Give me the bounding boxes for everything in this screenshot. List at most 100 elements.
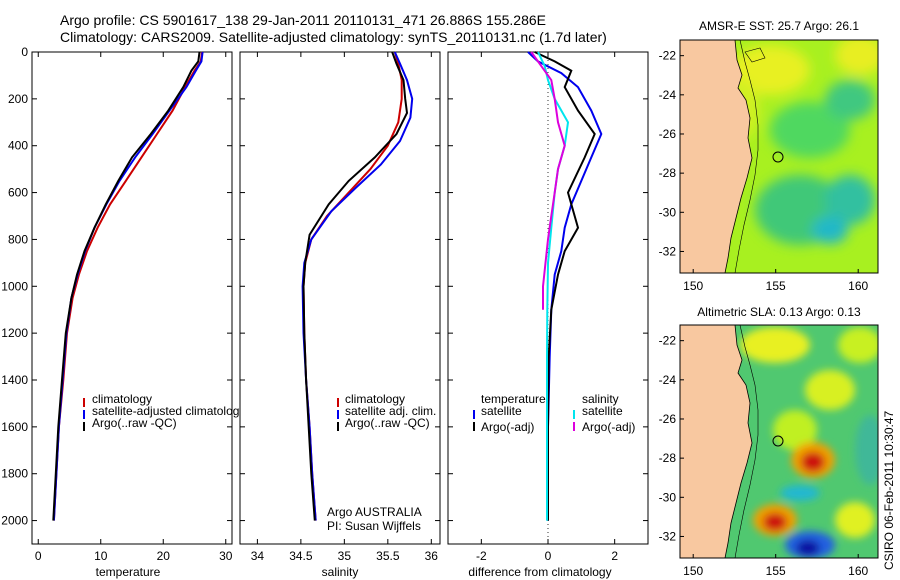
sst-warm-patch bbox=[835, 40, 878, 75]
depth-axis: 0 200 400 600 800 1000 1200 1400 1600 1800 2000 bbox=[1, 45, 28, 528]
legend-label-climatology: climatology bbox=[92, 392, 152, 406]
lat-tick-label: -32 bbox=[659, 529, 677, 543]
lon-tick-label: 150 bbox=[683, 279, 703, 293]
x-tick-label: 2 bbox=[611, 549, 618, 563]
x-tick-label: 30 bbox=[219, 549, 233, 563]
argo-program-label: Argo AUSTRALIA bbox=[327, 505, 422, 519]
temperature-panel: 0 10 20 30 temperature climatology satellit… bbox=[31, 51, 245, 579]
legend-label-sal-argo: Argo(-adj) bbox=[582, 420, 635, 434]
lat-tick-label: -26 bbox=[659, 127, 677, 141]
difference-axis-label: difference from climatology bbox=[468, 565, 611, 579]
sla-high bbox=[835, 502, 875, 538]
lat-tick-label: -22 bbox=[659, 334, 677, 348]
x-tick-label: 0 bbox=[35, 549, 42, 563]
depth-tick-label: 0 bbox=[21, 45, 28, 59]
depth-tick-label: 1200 bbox=[1, 326, 28, 340]
x-tick-label: 0 bbox=[545, 549, 552, 563]
depth-tick-label: 800 bbox=[8, 232, 28, 246]
depth-tick-label: 1000 bbox=[1, 279, 28, 293]
legend-label-argo: Argo(..raw -QC) bbox=[345, 416, 430, 430]
sst-island-contour bbox=[744, 47, 766, 63]
legend-title-temperature: temperature bbox=[481, 392, 546, 406]
x-tick-label: 34 bbox=[251, 549, 265, 563]
salinity-axis-label: salinity bbox=[322, 565, 359, 579]
salinity-plot-area bbox=[239, 51, 441, 545]
difference-panel: -2 0 2 difference from climatology tempera… bbox=[447, 51, 649, 579]
sla-peak bbox=[763, 513, 787, 531]
salinity-panel: 34 34.5 35 35.5 36 salinity climatology sate… bbox=[239, 51, 441, 579]
sla-peak bbox=[801, 452, 825, 472]
sst-cool-patch bbox=[825, 80, 875, 120]
lat-tick-label: -24 bbox=[659, 88, 677, 102]
lat-tick-label: -32 bbox=[659, 244, 677, 258]
sst-map: AMSR-E SST: 25.7 Argo: 26.1 -22 -24 -26 -28… bbox=[659, 19, 879, 293]
x-tick-label: 20 bbox=[157, 549, 171, 563]
sst-cold-patch bbox=[812, 216, 848, 244]
x-tick-label: 34.5 bbox=[289, 549, 313, 563]
lat-tick-label: -24 bbox=[659, 373, 677, 387]
float-location-marker bbox=[772, 435, 784, 447]
lon-tick-label: 155 bbox=[766, 564, 786, 578]
lon-tick-label: 160 bbox=[848, 279, 868, 293]
sst-map-title: AMSR-E SST: 25.7 Argo: 26.1 bbox=[699, 19, 859, 33]
figure-title-line1: Argo profile: CS 5901617_138 29-Jan-2011… bbox=[60, 12, 546, 28]
lat-tick-label: -28 bbox=[659, 166, 677, 180]
credit-timestamp: CSIRO 06-Feb-2011 10:30:47 bbox=[882, 410, 896, 570]
temperature-axis-label: temperature bbox=[96, 565, 161, 579]
depth-tick-label: 1600 bbox=[1, 420, 28, 434]
salinity-legend: climatology satellite adj. clim. Argo(..… bbox=[337, 392, 436, 431]
temperature-legend: climatology satellite-adjusted climatolo… bbox=[83, 392, 245, 431]
x-tick-label: 10 bbox=[94, 549, 108, 563]
pi-label: PI: Susan Wijffels bbox=[327, 519, 421, 533]
lon-tick-label: 155 bbox=[766, 279, 786, 293]
x-tick-label: 36 bbox=[425, 549, 439, 563]
sla-high bbox=[740, 327, 810, 363]
temperature-plot-area bbox=[31, 51, 233, 545]
sla-low bbox=[780, 485, 820, 501]
series-line-temperature-argo bbox=[534, 51, 596, 521]
x-tick-label: 35 bbox=[338, 549, 352, 563]
legend-label-argo: Argo(..raw -QC) bbox=[92, 416, 177, 430]
figure-title-line2: Climatology: CARS2009. Satellite-adjuste… bbox=[60, 29, 607, 45]
legend-title-salinity: salinity bbox=[582, 392, 619, 406]
x-tick-label: -2 bbox=[476, 549, 487, 563]
series-line-argo bbox=[52, 51, 201, 521]
series-line-argo bbox=[302, 51, 409, 521]
depth-tick-label: 1800 bbox=[1, 467, 28, 481]
sst-map-frame bbox=[679, 39, 879, 274]
legend-label-sal-satellite: satellite bbox=[582, 404, 623, 418]
sla-high bbox=[838, 327, 878, 363]
sst-land bbox=[680, 40, 753, 273]
sla-high bbox=[773, 410, 817, 450]
legend-label-temp-satellite: satellite bbox=[481, 404, 522, 418]
legend-label-satellite: satellite adj. clim. bbox=[345, 404, 436, 418]
legend-label-climatology: climatology bbox=[345, 392, 405, 406]
sla-low bbox=[855, 415, 878, 485]
sla-map: Altimetric SLA: 0.13 Argo: 0.13 bbox=[659, 305, 879, 578]
lat-tick-label: -26 bbox=[659, 412, 677, 426]
lat-tick-label: -30 bbox=[659, 205, 677, 219]
lat-tick-label: -30 bbox=[659, 490, 677, 504]
depth-tick-label: 2000 bbox=[1, 514, 28, 528]
sla-land bbox=[680, 325, 753, 558]
sla-map-title: Altimetric SLA: 0.13 Argo: 0.13 bbox=[697, 305, 861, 319]
difference-legend: temperature satellite Argo(-adj) salinit… bbox=[473, 392, 635, 434]
x-tick-label: 35.5 bbox=[376, 549, 400, 563]
lon-tick-label: 160 bbox=[848, 564, 868, 578]
sla-shelf-contour bbox=[734, 325, 759, 558]
sst-cool-patch bbox=[770, 102, 850, 158]
depth-tick-label: 200 bbox=[8, 92, 28, 106]
depth-tick-label: 400 bbox=[8, 139, 28, 153]
sla-high bbox=[805, 370, 855, 410]
sst-cool-patch bbox=[825, 175, 875, 225]
lon-tick-label: 150 bbox=[683, 564, 703, 578]
legend-label-satellite: satellite-adjusted climatology bbox=[92, 404, 245, 418]
series-line-salinity-argo bbox=[530, 51, 566, 310]
sla-map-frame bbox=[679, 324, 879, 559]
lat-tick-label: -28 bbox=[659, 451, 677, 465]
float-location-marker bbox=[772, 151, 784, 163]
lat-tick-label: -22 bbox=[659, 49, 677, 63]
depth-tick-label: 1400 bbox=[1, 373, 28, 387]
legend-label-temp-argo: Argo(-adj) bbox=[481, 420, 534, 434]
